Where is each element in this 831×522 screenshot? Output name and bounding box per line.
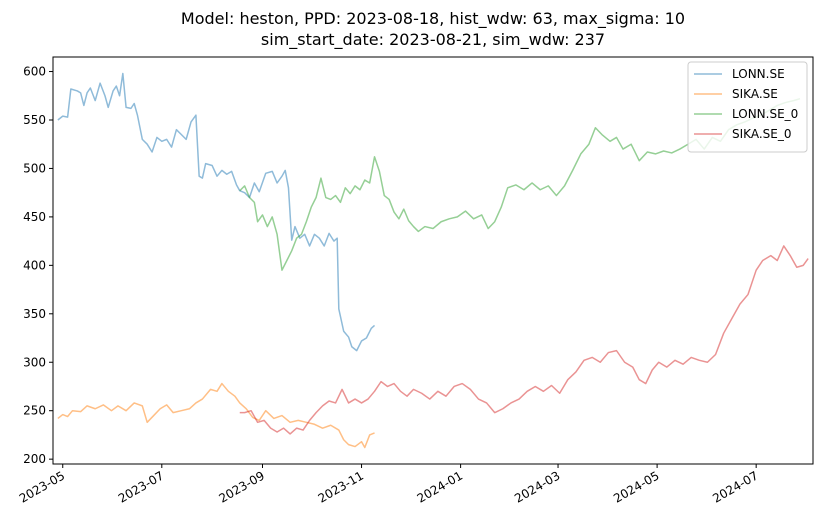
y-axis: 200 250 300 350 400 450 500 550 600 — [23, 65, 53, 466]
y-tick-label-8: 600 — [23, 65, 46, 79]
y-tick-label-2: 300 — [23, 355, 46, 369]
y-tick-label-3: 350 — [23, 307, 46, 321]
x-tick-label-6: 2024-05 — [611, 468, 661, 505]
y-tick-label-0: 200 — [23, 452, 46, 466]
x-tick-label-0: 2023-05 — [17, 468, 67, 505]
x-tick-label-7: 2024-07 — [710, 468, 760, 505]
x-tick-label-3: 2023-11 — [316, 468, 366, 505]
legend-label-0: LONN.SE — [732, 67, 785, 81]
legend-label-1: SIKA.SE — [732, 87, 778, 101]
series-line-3 — [239, 245, 809, 435]
x-tick-label-2: 2023-09 — [217, 468, 267, 505]
series-line-1 — [57, 382, 375, 449]
plot-frame — [52, 56, 814, 465]
legend-box — [687, 61, 808, 153]
x-tick-label-1: 2023-07 — [116, 468, 166, 505]
y-tick-label-1: 250 — [23, 404, 46, 418]
chart-title-line-2: sim_start_date: 2023-08-21, sim_wdw: 237 — [261, 30, 605, 50]
legend: LONN.SE SIKA.SE LONN.SE_0 SIKA.SE_0 — [687, 61, 808, 153]
y-tick-label-4: 400 — [23, 258, 46, 272]
series-line-0 — [57, 72, 376, 352]
x-axis: 2023-05 2023-07 2023-09 2023-11 2024-01 2024-… — [17, 464, 761, 506]
chart-title-line-1: Model: heston, PPD: 2023-08-18, hist_wdw… — [181, 9, 685, 29]
plot-lines — [57, 72, 809, 449]
x-tick-label-4: 2024-01 — [415, 468, 465, 505]
y-tick-label-6: 500 — [23, 161, 46, 175]
legend-label-3: SIKA.SE_0 — [732, 127, 791, 141]
legend-label-2: LONN.SE_0 — [732, 107, 798, 121]
y-tick-label-7: 550 — [23, 113, 46, 127]
x-tick-label-5: 2024-03 — [512, 468, 562, 505]
series-line-2 — [239, 97, 801, 271]
y-tick-label-5: 450 — [23, 210, 46, 224]
